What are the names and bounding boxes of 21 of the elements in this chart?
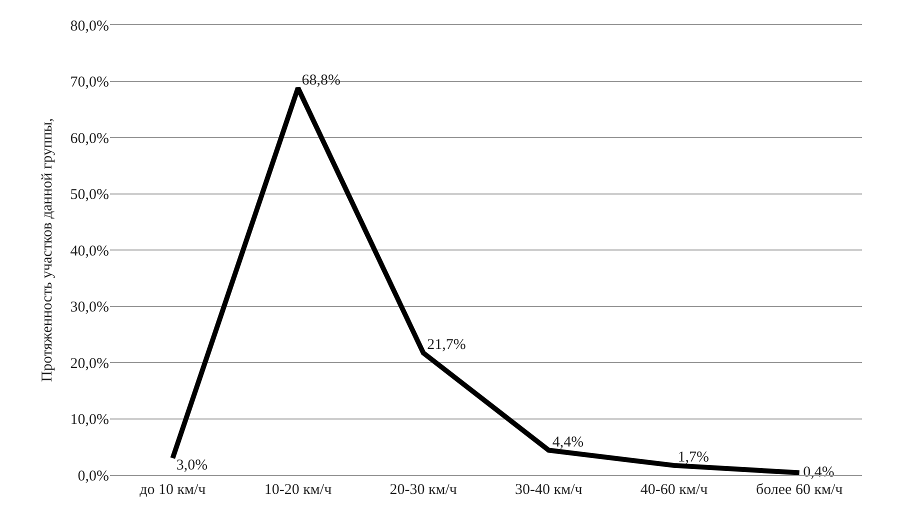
x-tick-label: 10-20 км/ч — [264, 482, 332, 498]
data-label: 1,7% — [674, 450, 709, 466]
x-tick-label: более 60 км/ч — [756, 482, 844, 498]
data-label: 68,8% — [298, 72, 340, 88]
x-tick-label: 30-40 км/ч — [515, 482, 583, 498]
data-label: 4,4% — [548, 434, 584, 450]
y-axis-title: Протяженность участков данной группы, — [40, 118, 56, 382]
y-tick-label: 10,0% — [70, 412, 109, 428]
y-tick-label: 60,0% — [70, 130, 109, 147]
x-tick-label: 40-60 км/ч — [640, 482, 708, 498]
x-tick-label: до 10 км/ч — [140, 482, 206, 498]
y-tick-label: 50,0% — [70, 187, 109, 203]
x-tick-label: 20-30 км/ч — [390, 482, 458, 498]
data-label: 3,0% — [172, 457, 208, 474]
data-label: 21,7% — [423, 337, 466, 354]
y-tick-label: 70,0% — [70, 74, 109, 90]
y-tick-label: 80,0% — [70, 18, 109, 34]
y-tick-label: 40,0% — [70, 243, 109, 260]
y-tick-label: 30,0% — [70, 300, 109, 316]
y-tick-label: 20,0% — [70, 356, 109, 372]
y-tick-label: 0,0% — [78, 468, 109, 484]
